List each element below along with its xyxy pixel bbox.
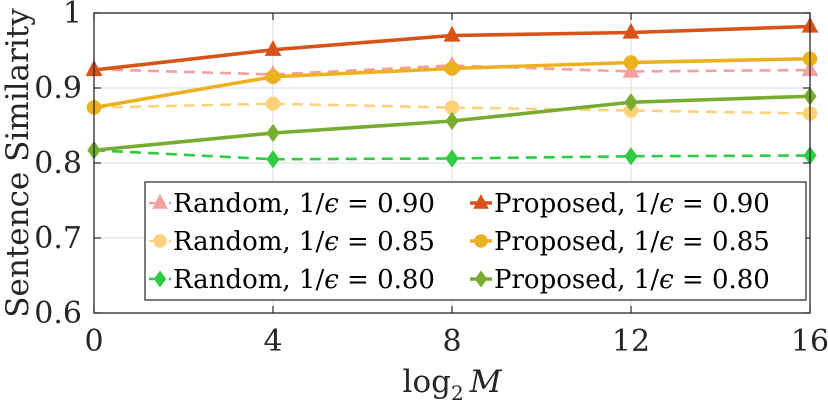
diamond-marker: [474, 270, 488, 288]
legend-label: Random, 1/ϵ = 0.85: [173, 227, 435, 257]
series-line: [93, 148, 811, 161]
x-tick-label: 8: [442, 324, 461, 359]
diamond-marker: [266, 123, 280, 143]
triangle-marker: [622, 61, 640, 78]
circle-marker: [444, 61, 460, 76]
x-tick-label: 0: [84, 324, 103, 359]
series-5: [87, 87, 817, 160]
legend-label: Proposed, 1/ϵ = 0.85: [494, 227, 770, 257]
triangle-marker: [152, 193, 168, 209]
legend-label: Proposed, 1/ϵ = 0.90: [494, 189, 770, 219]
legend-item: Random, 1/ϵ = 0.80: [149, 265, 435, 295]
legend-item: Random, 1/ϵ = 0.85: [149, 227, 435, 257]
legend-label: Random, 1/ϵ = 0.80: [173, 265, 435, 295]
circle-marker: [474, 234, 488, 248]
diamond-marker: [153, 270, 167, 288]
triangle-marker: [622, 22, 640, 39]
diamond-marker: [266, 150, 280, 169]
tick-labels: 0 4 8 12 16 0.6 0.7 0.8 0.9 1: [34, 0, 828, 359]
x-tick-label: 4: [263, 324, 282, 359]
legend-item: Random, 1/ϵ = 0.90: [149, 189, 435, 219]
legend-label: Proposed, 1/ϵ = 0.80: [494, 265, 770, 295]
legend-item: Proposed, 1/ϵ = 0.80: [470, 265, 770, 295]
y-tick-label: 1: [63, 0, 82, 31]
y-axis-label: Sentence Similarity: [0, 8, 36, 318]
series-line: [93, 102, 811, 115]
diamond-marker: [445, 111, 459, 131]
circle-marker: [265, 96, 281, 111]
series-1: [85, 16, 819, 77]
diamond-marker: [624, 147, 638, 166]
triangle-marker: [264, 40, 282, 56]
legend-label: Random, 1/ϵ = 0.90: [173, 189, 435, 219]
x-axis-label: log2 M: [403, 364, 503, 405]
circle-marker: [153, 234, 167, 248]
axes: [93, 12, 811, 314]
circle-marker: [623, 55, 639, 70]
y-tick-label: 0.9: [34, 71, 82, 106]
diamond-marker: [445, 149, 459, 168]
triangle-marker: [443, 25, 461, 42]
y-tick-label: 0.7: [34, 221, 82, 256]
circle-marker: [265, 69, 281, 84]
y-tick-label: 0.8: [34, 146, 82, 181]
series-3: [86, 51, 818, 115]
triangle-marker: [473, 193, 489, 209]
series-line: [93, 64, 811, 76]
x-tick-label: 16: [791, 324, 828, 359]
legend-item: Proposed, 1/ϵ = 0.90: [470, 189, 770, 219]
legend: Random, 1/ϵ = 0.90 Proposed, 1/ϵ = 0.90 Ra…: [144, 181, 807, 301]
y-tick-label: 0.6: [34, 296, 82, 331]
legend-item: Proposed, 1/ϵ = 0.85: [470, 227, 770, 257]
x-tick-label: 12: [612, 324, 650, 359]
diamond-marker: [624, 93, 638, 112]
axis-labels: Sentence Similarity log2 M: [0, 8, 503, 405]
